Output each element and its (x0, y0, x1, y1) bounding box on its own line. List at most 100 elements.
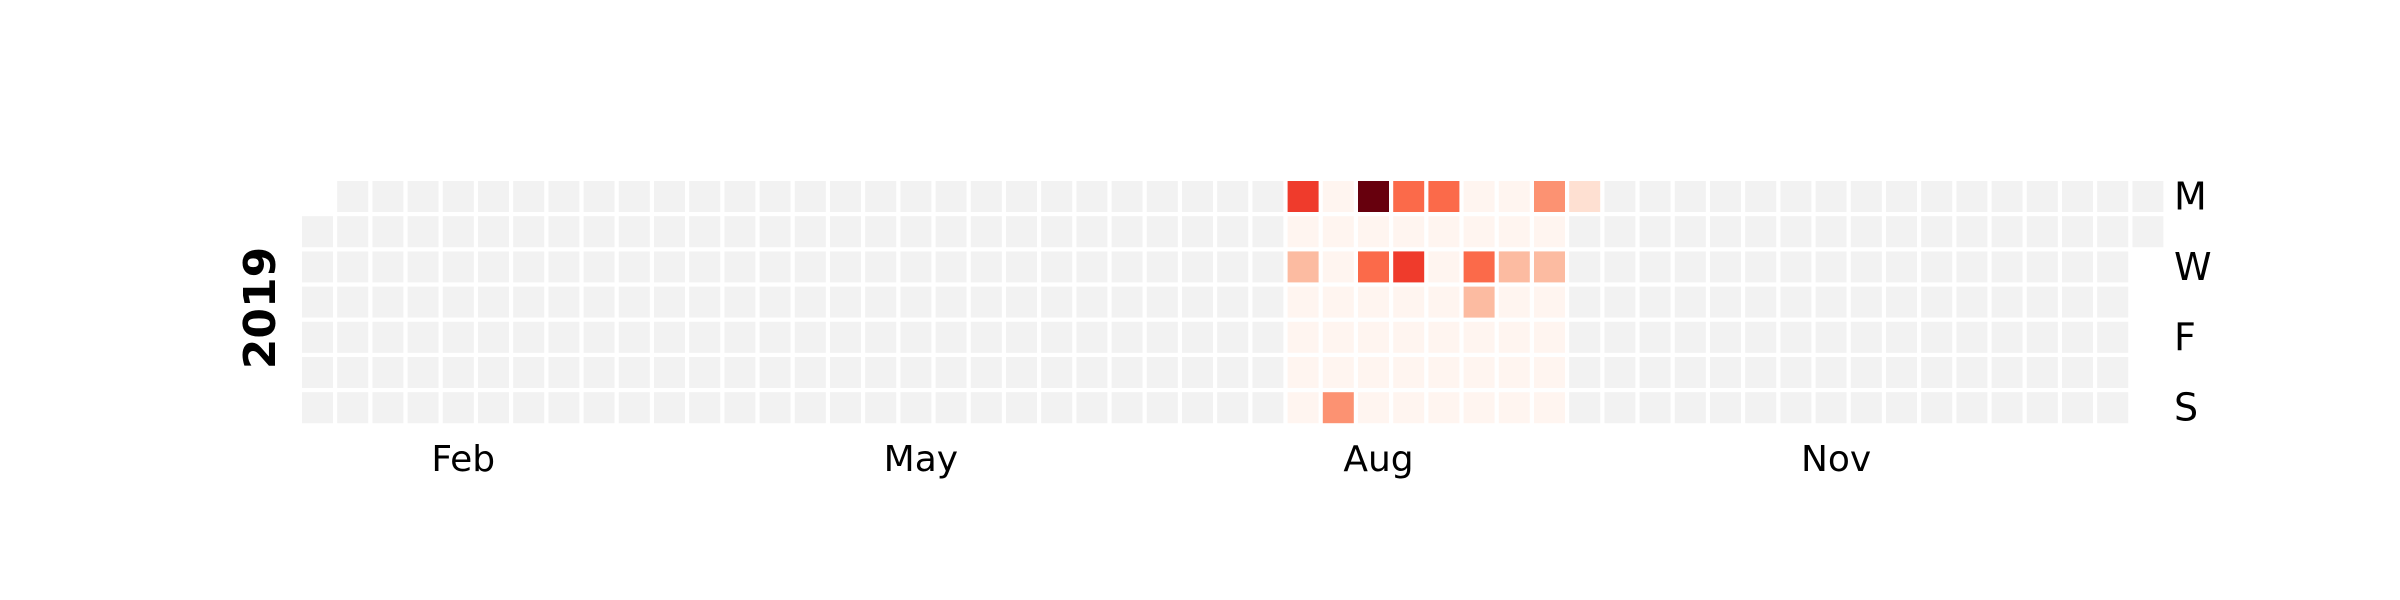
heatmap-cell (1182, 321, 1213, 353)
heatmap-cell (759, 251, 791, 283)
heatmap-cell (1604, 251, 1636, 283)
heatmap-cell (442, 286, 474, 318)
heatmap-cell (654, 181, 685, 212)
heatmap-cell (1076, 286, 1108, 318)
heatmap-cell (513, 286, 545, 318)
heatmap-cell (794, 181, 826, 212)
heatmap-cell (337, 251, 369, 283)
heatmap-cell (618, 321, 650, 353)
heatmap-cell (442, 321, 474, 353)
heatmap-cell (1780, 216, 1812, 248)
heatmap-cell (407, 357, 439, 388)
heatmap-cell (1745, 251, 1777, 283)
heatmap-cell (1674, 216, 1706, 248)
heatmap-cell (689, 392, 721, 424)
heatmap-cell (1745, 392, 1777, 424)
heatmap-cell (1921, 286, 1953, 318)
heatmap-cell (1287, 286, 1319, 318)
heatmap-cell (1393, 357, 1425, 388)
heatmap-cell (1956, 251, 1988, 283)
heatmap-cell (1322, 286, 1354, 318)
heatmap-cell (1710, 286, 1741, 318)
heatmap-cell (1252, 181, 1284, 212)
heatmap-cell (1463, 286, 1495, 318)
heatmap-cell (478, 181, 509, 212)
heatmap-cell (1534, 216, 1565, 248)
heatmap-cell (935, 181, 967, 212)
heatmap-cell (583, 321, 615, 353)
heatmap-cell (1463, 251, 1495, 283)
heatmap-cell (1463, 321, 1495, 353)
heatmap-cell (1041, 321, 1073, 353)
heatmap-cell (1252, 392, 1284, 424)
heatmap-cell (689, 357, 721, 388)
heatmap-cell (1710, 357, 1741, 388)
heatmap-cell (1322, 251, 1354, 283)
heatmap-cell (935, 392, 967, 424)
heatmap-cell (1745, 286, 1777, 318)
heatmap-cell (794, 216, 826, 248)
heatmap-cell (1217, 181, 1249, 212)
heatmap-cell (1604, 286, 1636, 318)
weekday-label: M (2174, 175, 2207, 219)
heatmap-cell (1498, 181, 1530, 212)
heatmap-cell (1498, 216, 1530, 248)
heatmap-cell (935, 357, 967, 388)
heatmap-cell (1639, 357, 1671, 388)
heatmap-cell (1358, 392, 1389, 424)
heatmap-cell (1146, 251, 1178, 283)
heatmap-cell (1710, 392, 1741, 424)
heatmap-cell (337, 321, 369, 353)
heatmap-cell (337, 181, 369, 212)
heatmap-cell (478, 286, 509, 318)
heatmap-cell (1393, 251, 1425, 283)
heatmap-cell (759, 286, 791, 318)
heatmap-cell (970, 392, 1002, 424)
heatmap-cell (1358, 216, 1389, 248)
heatmap-cell (1041, 392, 1073, 424)
weekday-label: F (2174, 315, 2196, 359)
heatmap-cell (1710, 181, 1741, 212)
heatmap-cell (1217, 251, 1249, 283)
heatmap-cell (1358, 357, 1389, 388)
heatmap-cell (1639, 286, 1671, 318)
heatmap-cell (2026, 251, 2058, 283)
heatmap-cell (900, 181, 932, 212)
heatmap-cell (1850, 357, 1882, 388)
heatmap-cell (1463, 216, 1495, 248)
heatmap-cell (513, 216, 545, 248)
heatmap-cell (442, 216, 474, 248)
heatmap-cell (1111, 216, 1143, 248)
heatmap-cell (1569, 321, 1601, 353)
heatmap-cells (302, 181, 2164, 424)
heatmap-cell (1815, 286, 1847, 318)
heatmap-cell (1076, 321, 1108, 353)
month-labels: Feb May Aug Nov (431, 439, 1871, 480)
heatmap-cell (1393, 216, 1425, 248)
heatmap-cell (759, 181, 791, 212)
heatmap-cell (794, 251, 826, 283)
heatmap-cell (583, 286, 615, 318)
heatmap-cell (1569, 251, 1601, 283)
heatmap-cell (407, 286, 439, 318)
heatmap-cell (372, 181, 404, 212)
heatmap-cell (689, 251, 721, 283)
heatmap-cell (478, 392, 509, 424)
heatmap-cell (478, 251, 509, 283)
heatmap-cell (1041, 216, 1073, 248)
heatmap-cell (1322, 216, 1354, 248)
heatmap-cell (865, 286, 897, 318)
year-label: 2019 (235, 247, 286, 369)
heatmap-cell (1604, 216, 1636, 248)
heatmap-cell (1886, 251, 1917, 283)
heatmap-cell (1146, 392, 1178, 424)
heatmap-cell (1604, 321, 1636, 353)
heatmap-cell (1639, 216, 1671, 248)
heatmap-cell (900, 357, 932, 388)
heatmap-cell (1182, 251, 1213, 283)
heatmap-cell (302, 286, 333, 318)
heatmap-cell (1780, 357, 1812, 388)
heatmap-cell (1498, 286, 1530, 318)
heatmap-cell (513, 321, 545, 353)
